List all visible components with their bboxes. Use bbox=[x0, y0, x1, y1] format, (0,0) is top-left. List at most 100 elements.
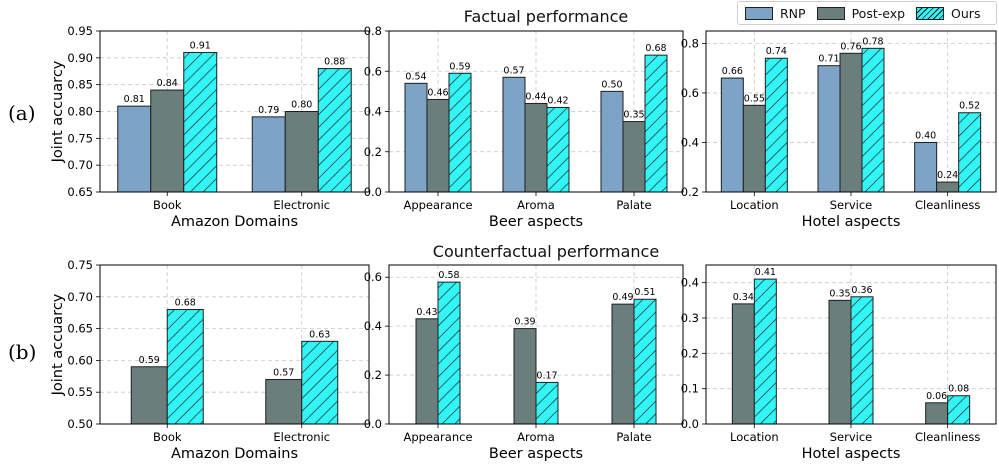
x-tick-label: Electronic bbox=[273, 198, 330, 212]
bar-ours bbox=[183, 51, 218, 193]
bar-rnp bbox=[817, 65, 841, 193]
bar-post-exp bbox=[265, 378, 303, 425]
y-tick-label: 0.8 bbox=[681, 36, 699, 50]
x-tick-label: Cleanliness bbox=[915, 430, 980, 444]
y-tick-label: 0.2 bbox=[364, 368, 382, 382]
x-tick-label: Aroma bbox=[517, 430, 555, 444]
x-tick-label: Electronic bbox=[273, 430, 330, 444]
bar-post-exp bbox=[524, 102, 548, 193]
x-axis-label: Amazon Domains bbox=[171, 214, 298, 230]
bar-value-label: 0.63 bbox=[309, 329, 330, 340]
row-label-b: (b) bbox=[8, 340, 37, 364]
bar-value-label: 0.68 bbox=[645, 43, 666, 54]
x-tick-label: Location bbox=[730, 430, 779, 444]
bar-value-label: 0.46 bbox=[427, 87, 448, 98]
y-tick-label: 0.1 bbox=[681, 382, 699, 396]
bar-post-exp bbox=[150, 89, 185, 193]
bar-value-label: 0.36 bbox=[851, 285, 872, 296]
bar-value-label: 0.42 bbox=[547, 95, 568, 106]
x-tick-label: Cleanliness bbox=[915, 198, 980, 212]
bar-value-label: 0.58 bbox=[438, 270, 459, 281]
legend-item-rnp: RNP bbox=[745, 6, 806, 21]
y-tick-label: 0.0 bbox=[364, 417, 382, 431]
bar-ours bbox=[633, 298, 657, 425]
y-tick-label: 0.85 bbox=[67, 78, 93, 92]
bar-ours bbox=[947, 395, 971, 425]
bar-ours bbox=[301, 340, 339, 425]
x-axis-label: Amazon Domains bbox=[171, 446, 298, 462]
bar-post-exp bbox=[130, 366, 168, 425]
y-tick-label: 0.2 bbox=[364, 145, 382, 159]
bar-value-label: 0.17 bbox=[536, 370, 557, 381]
axes-frame bbox=[388, 264, 684, 425]
bar-value-label: 0.76 bbox=[840, 41, 861, 52]
bar-value-label: 0.68 bbox=[175, 298, 196, 309]
y-tick-label: 0.75 bbox=[67, 131, 93, 145]
bar-value-label: 0.24 bbox=[937, 170, 958, 181]
x-axis-label: Hotel aspects bbox=[802, 446, 901, 462]
bar-ours bbox=[764, 57, 788, 193]
bar-rnp bbox=[404, 82, 428, 193]
bar-rnp bbox=[502, 76, 526, 193]
x-tick-label: Service bbox=[830, 430, 873, 444]
legend: RNP Post-exp Ours bbox=[737, 1, 997, 25]
bar-value-label: 0.59 bbox=[139, 355, 160, 366]
x-axis-label: Beer aspects bbox=[489, 446, 583, 462]
bar-post-exp bbox=[622, 121, 646, 193]
y-tick-label: 0.0 bbox=[364, 185, 382, 199]
x-tick-label: Appearance bbox=[403, 198, 472, 212]
bar-rnp bbox=[251, 116, 286, 193]
y-tick-label: 0.2 bbox=[681, 346, 699, 360]
y-axis-label: Joint accuarcy bbox=[50, 60, 66, 163]
chart-b2: 0.0 0.2 0.4 0.6 Appearance Aroma Palate 0.43 0.3… bbox=[364, 264, 684, 462]
bar-ours bbox=[448, 72, 472, 193]
axes-frame bbox=[388, 30, 684, 193]
y-tick-label: 0.2 bbox=[681, 185, 699, 199]
bar-value-label: 0.57 bbox=[503, 65, 524, 76]
x-tick-label: Book bbox=[153, 430, 182, 444]
y-tick-label: 0.65 bbox=[67, 322, 93, 336]
bar-value-label: 0.59 bbox=[449, 61, 470, 72]
counterfactual-title: Counterfactual performance bbox=[432, 242, 660, 261]
y-tick-label: 0.8 bbox=[364, 24, 382, 38]
bar-value-label: 0.84 bbox=[157, 78, 178, 89]
bar-rnp bbox=[600, 90, 624, 193]
y-axis-label: Joint accuarcy bbox=[50, 293, 66, 396]
bar-ours bbox=[753, 278, 777, 425]
axes-frame bbox=[99, 264, 370, 425]
y-tick-label: 0.50 bbox=[67, 417, 93, 431]
bar-value-label: 0.79 bbox=[258, 105, 279, 116]
bar-post-exp bbox=[415, 318, 439, 425]
bar-value-label: 0.34 bbox=[733, 292, 754, 303]
bar-value-label: 0.40 bbox=[915, 130, 936, 141]
y-tick-label: 0.0 bbox=[681, 417, 699, 431]
bar-rnp bbox=[117, 105, 152, 193]
bar-value-label: 0.43 bbox=[416, 307, 437, 318]
row-label-a: (a) bbox=[8, 101, 36, 125]
bar-ours bbox=[317, 68, 352, 193]
y-tick-label: 0.70 bbox=[67, 158, 93, 172]
bar-post-exp bbox=[936, 181, 960, 193]
bar-value-label: 0.88 bbox=[324, 57, 345, 68]
y-tick-label: 0.4 bbox=[364, 319, 382, 333]
bar-post-exp bbox=[742, 104, 766, 193]
bar-value-label: 0.71 bbox=[818, 54, 839, 65]
y-tick-label: 0.4 bbox=[681, 276, 699, 290]
bar-value-label: 0.35 bbox=[623, 110, 644, 121]
chart-b1: 0.50 0.55 0.60 0.65 0.70 0.75 Book Electronic 0.… bbox=[50, 258, 370, 462]
x-tick-label: Palate bbox=[616, 430, 651, 444]
bar-rnp bbox=[914, 141, 938, 193]
bar-value-label: 0.08 bbox=[948, 384, 969, 395]
x-tick-label: Service bbox=[830, 198, 873, 212]
chart-a3: 0.2 0.4 0.6 0.8 Location Service Cleanliness 0.… bbox=[681, 30, 997, 230]
y-tick-label: 0.3 bbox=[681, 311, 699, 325]
bar-value-label: 0.54 bbox=[405, 71, 426, 82]
x-tick-label: Aroma bbox=[517, 198, 555, 212]
bar-ours bbox=[861, 47, 885, 193]
bar-ours bbox=[850, 296, 874, 425]
chart-a1: 0.65 0.70 0.75 0.80 0.85 0.90 0.95 Book Electron… bbox=[50, 24, 370, 230]
bar-value-label: 0.74 bbox=[766, 46, 787, 57]
bar-rnp bbox=[720, 77, 744, 193]
bar-value-label: 0.80 bbox=[291, 100, 312, 111]
x-tick-label: Appearance bbox=[403, 430, 472, 444]
